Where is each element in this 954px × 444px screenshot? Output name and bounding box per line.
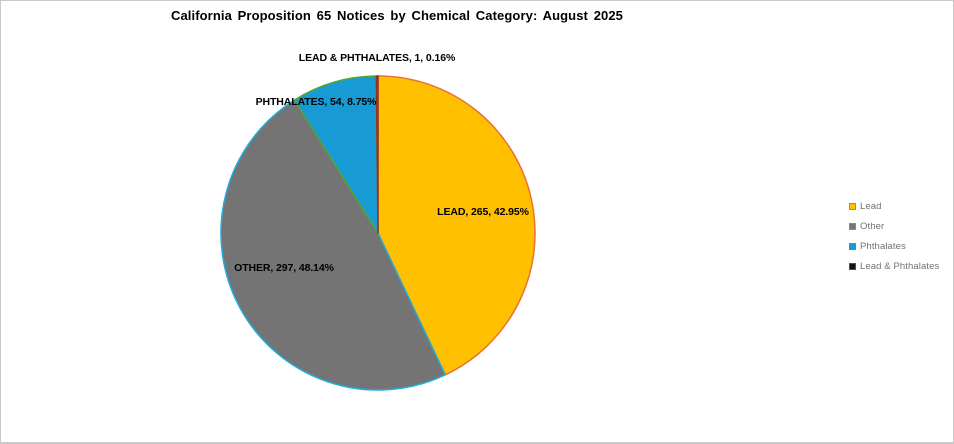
legend: Lead Other Phthalates Lead & Phthalates bbox=[849, 196, 953, 276]
legend-swatch-icon bbox=[849, 262, 856, 270]
pie-slice-lead-phthalates[interactable] bbox=[375, 75, 379, 234]
legend-item-lead-phthalates[interactable]: Lead & Phthalates bbox=[849, 256, 953, 276]
data-label-lead: LEAD, 265, 42.95% bbox=[437, 206, 529, 218]
legend-item-lead[interactable]: Lead bbox=[849, 196, 953, 216]
legend-label: Lead & Phthalates bbox=[860, 260, 940, 272]
legend-item-phthalates[interactable]: Phthalates bbox=[849, 236, 953, 256]
chart-title: California Proposition 65 Notices by Che… bbox=[170, 8, 624, 23]
pie-slice-phthalates[interactable] bbox=[293, 75, 379, 234]
data-label-phthalates: PHTHALATES, 54, 8.75% bbox=[255, 96, 377, 108]
legend-label: Other bbox=[860, 220, 885, 232]
legend-item-other[interactable]: Other bbox=[849, 216, 953, 236]
pie-slice-other[interactable] bbox=[220, 99, 447, 391]
legend-swatch-icon bbox=[849, 242, 856, 250]
data-label-lead-phthalates: LEAD & PHTHALATES, 1, 0.16% bbox=[298, 52, 456, 64]
data-label-other: OTHER, 297, 48.14% bbox=[234, 262, 334, 274]
legend-swatch-icon bbox=[849, 202, 856, 210]
legend-label: Lead bbox=[860, 200, 882, 212]
legend-label: Phthalates bbox=[860, 240, 906, 252]
legend-swatch-icon bbox=[849, 222, 856, 230]
pie-slice-lead[interactable] bbox=[377, 75, 536, 376]
